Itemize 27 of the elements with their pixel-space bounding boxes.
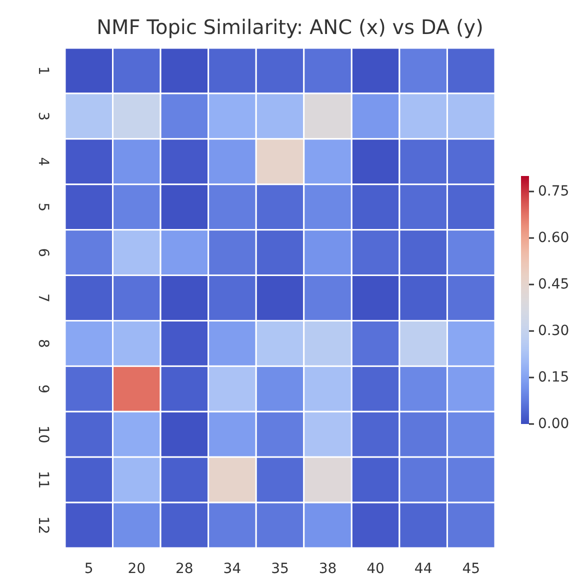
y-tick-label: 9 [35,384,51,394]
y-tick-label: 3 [35,112,51,121]
x-tick-label: 28 [176,561,194,577]
x-tick-label: 20 [128,561,146,577]
chart-title: NMF Topic Similarity: ANC (x) vs DA (y) [96,15,484,39]
y-tick-label: 8 [35,338,51,348]
y-tick-label: 7 [35,294,51,302]
x-tick-label: 40 [366,561,384,577]
color-bar-label: 0.30 [538,323,570,339]
color-bar-label: 0.45 [538,276,570,292]
x-tick-label: 35 [271,561,289,577]
color-bar-label: 0.75 [538,184,570,200]
color-bar-label: 0.00 [538,416,570,432]
color-bar-label: 0.60 [538,230,570,246]
y-tick-label: 5 [35,202,51,212]
x-tick-label: 34 [223,561,242,577]
x-tick-label: 5 [84,561,94,577]
y-tick-label: 6 [35,248,51,258]
x-tick-label: 44 [414,561,432,577]
y-tick-label: 11 [35,470,51,489]
y-tick-label: 1 [35,66,51,76]
x-tick-label: 38 [318,561,337,577]
y-tick-label: 12 [35,516,51,534]
y-tick-label: 4 [35,157,51,166]
color-bar-label: 0.15 [538,370,570,386]
y-tick-label: 10 [35,425,51,444]
x-tick-label: 45 [462,561,480,577]
